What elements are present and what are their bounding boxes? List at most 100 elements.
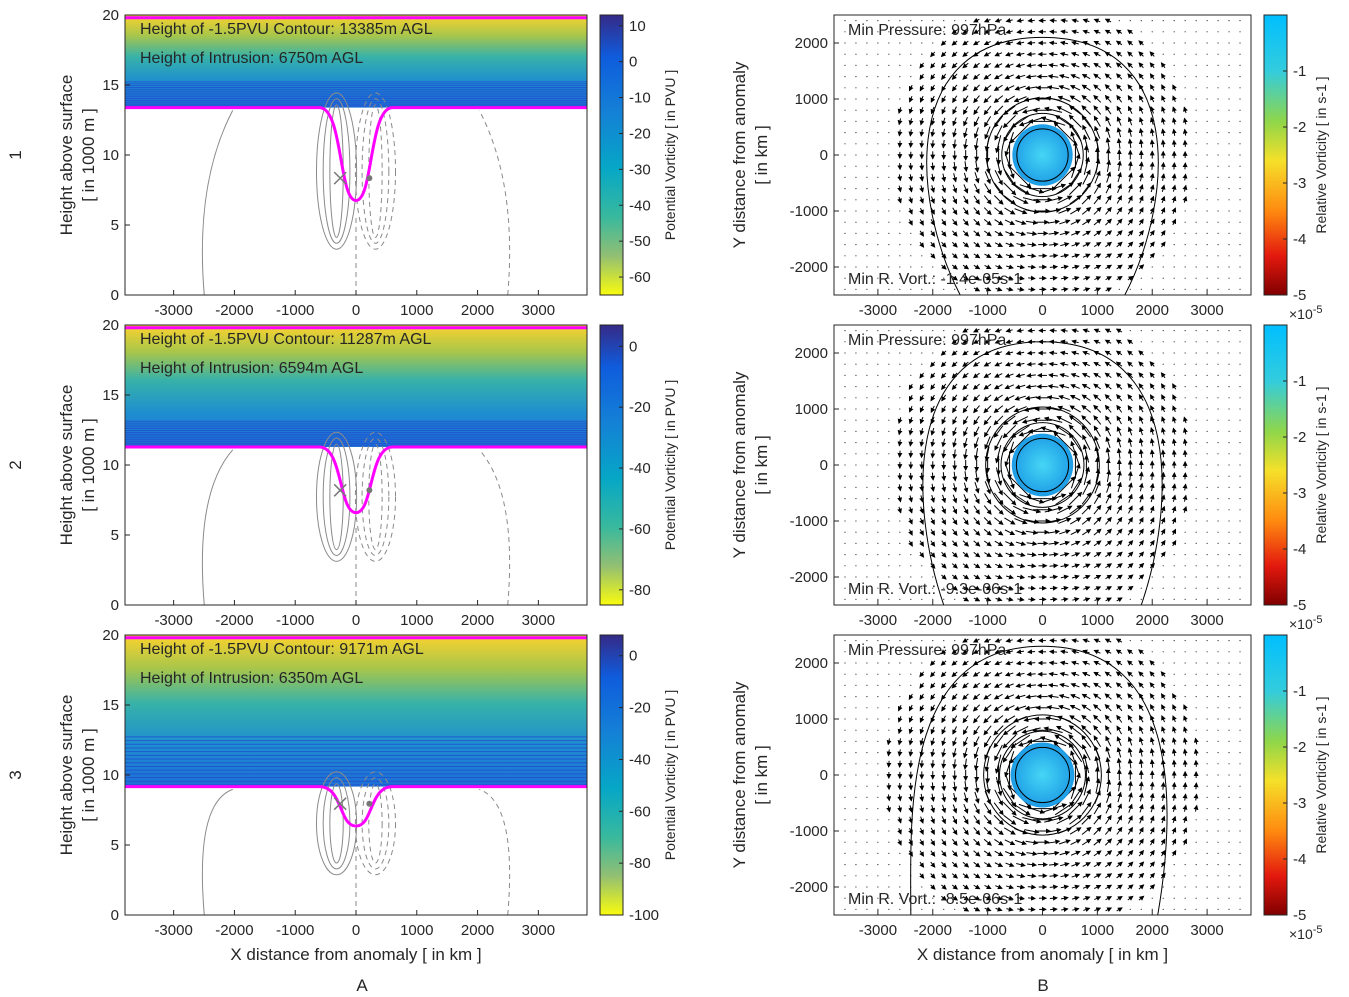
wind-arrow xyxy=(994,17,1002,23)
wind-arrow xyxy=(1003,704,1015,711)
wind-arrow xyxy=(1115,638,1123,644)
vector-dot xyxy=(1195,330,1197,332)
wind-arrow xyxy=(1127,73,1133,80)
wind-arrow xyxy=(962,563,970,569)
wind-arrow xyxy=(930,84,936,92)
wind-arrow xyxy=(1025,220,1039,225)
wind-arrow xyxy=(1047,839,1061,845)
vector-dot xyxy=(877,498,879,500)
wind-arrow xyxy=(1160,517,1166,525)
wind-arrow xyxy=(1105,241,1113,248)
wind-arrow xyxy=(1071,40,1079,46)
vector-dot xyxy=(1206,374,1208,376)
wind-arrow xyxy=(1069,405,1081,413)
wind-arrow xyxy=(995,776,1003,797)
wind-arrow xyxy=(1082,862,1091,867)
min-vorticity-annotation: Min R. Vort.: -9.3e-06s-1 xyxy=(848,581,1022,598)
wind-arrow xyxy=(1060,29,1068,35)
vector-dot xyxy=(855,386,857,388)
vector-dot xyxy=(1206,419,1208,421)
wind-arrow xyxy=(1026,851,1038,857)
wind-arrow xyxy=(1116,94,1123,103)
wind-arrow xyxy=(963,792,969,804)
vector-dot xyxy=(1228,707,1230,709)
wind-arrow xyxy=(1105,884,1113,890)
wind-arrow xyxy=(995,275,1003,281)
vector-dot xyxy=(866,763,868,765)
vector-dot xyxy=(1195,430,1197,432)
wind-arrow xyxy=(1149,361,1155,367)
vector-dot xyxy=(1217,740,1219,743)
wind-arrow xyxy=(963,117,968,127)
wind-arrow xyxy=(1127,736,1133,746)
wind-arrow xyxy=(1093,328,1101,334)
wind-arrow xyxy=(1127,551,1134,558)
vector-dot xyxy=(844,864,846,866)
wind-arrow xyxy=(919,372,925,379)
wind-arrow xyxy=(1081,115,1091,128)
wind-arrow xyxy=(1138,361,1144,367)
wind-arrow xyxy=(930,405,936,413)
vector-dot xyxy=(1228,430,1230,432)
vector-dot xyxy=(1184,651,1186,653)
wind-arrow xyxy=(983,415,992,426)
wind-arrow xyxy=(983,339,991,344)
x-tick-label: -3000 xyxy=(154,922,192,939)
vector-dot xyxy=(1206,565,1208,567)
vector-dot xyxy=(1239,132,1241,134)
wind-arrow xyxy=(994,350,1003,356)
vector-dot xyxy=(844,430,846,432)
vector-dot xyxy=(844,464,846,466)
wind-arrow xyxy=(897,129,903,137)
vector-dot xyxy=(1195,475,1197,477)
wind-arrow xyxy=(1161,726,1166,734)
wind-arrow xyxy=(1081,724,1092,736)
wind-arrow xyxy=(908,417,914,425)
wind-arrow xyxy=(1081,404,1091,413)
vector-dot xyxy=(1195,386,1197,388)
wind-arrow xyxy=(1081,504,1092,515)
wind-arrow xyxy=(1127,127,1133,137)
wind-arrow xyxy=(1004,74,1014,80)
wind-arrow xyxy=(1043,726,1063,733)
vector-dot xyxy=(1195,120,1197,122)
wind-arrow xyxy=(1082,362,1091,367)
vector-dot xyxy=(877,386,879,388)
vector-dot xyxy=(1151,576,1153,578)
wind-arrow xyxy=(1025,74,1037,80)
wind-arrow xyxy=(1105,756,1111,770)
vector-dot xyxy=(1173,662,1175,664)
wind-arrow xyxy=(993,715,1004,724)
wind-arrow xyxy=(1193,793,1199,801)
colorbar xyxy=(599,634,624,916)
wind-arrow xyxy=(1138,884,1145,890)
wind-arrow xyxy=(1005,51,1014,57)
colorbar-tick-label: -40 xyxy=(629,460,651,477)
wind-arrow xyxy=(973,29,980,34)
wind-arrow xyxy=(1127,138,1133,149)
vector-dot xyxy=(910,363,912,365)
vector-dot xyxy=(1206,363,1208,365)
vector-dot xyxy=(1217,785,1219,787)
vector-dot xyxy=(855,841,857,843)
vector-dot xyxy=(1217,598,1219,601)
wind-arrow xyxy=(1138,703,1144,712)
vector-dot xyxy=(1173,684,1175,687)
vector-dot xyxy=(866,875,868,877)
wind-arrow xyxy=(1183,416,1188,424)
wind-arrow xyxy=(1138,161,1144,171)
wind-arrow xyxy=(1014,208,1028,215)
vector-dot xyxy=(855,598,857,601)
vector-dot xyxy=(1173,864,1175,866)
vector-dot xyxy=(932,330,934,332)
colorbar-tick-label: -1 xyxy=(1293,373,1306,390)
wind-arrow xyxy=(908,107,914,115)
vector-dot xyxy=(1173,31,1175,33)
vector-dot xyxy=(888,419,890,421)
wind-arrow xyxy=(962,528,969,536)
vector-dot xyxy=(899,520,901,522)
wind-arrow xyxy=(963,416,969,425)
pvu-contour-annotation: Height of -1.5PVU Contour: 11287m AGL xyxy=(140,331,432,348)
vector-dot xyxy=(1228,819,1230,821)
wind-arrow xyxy=(1093,94,1102,103)
